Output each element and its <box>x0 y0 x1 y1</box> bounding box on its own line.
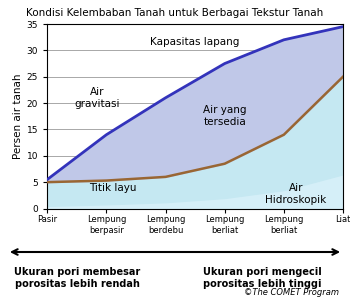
Y-axis label: Persen air tanah: Persen air tanah <box>13 74 22 159</box>
Text: Ukuran pori membesar
porositas lebih rendah: Ukuran pori membesar porositas lebih ren… <box>14 267 140 289</box>
Text: Kapasitas lapang: Kapasitas lapang <box>150 38 240 47</box>
Text: Air
Hidroskopik: Air Hidroskopik <box>265 182 326 205</box>
Text: ©The COMET Program: ©The COMET Program <box>245 288 340 297</box>
Text: Air yang
tersedia: Air yang tersedia <box>203 105 246 128</box>
Text: Ukuran pori mengecil
porositas lebih tinggi: Ukuran pori mengecil porositas lebih tin… <box>203 267 322 289</box>
Text: Titik layu: Titik layu <box>89 184 136 194</box>
Text: Kondisi Kelembaban Tanah untuk Berbagai Tekstur Tanah: Kondisi Kelembaban Tanah untuk Berbagai … <box>26 8 324 17</box>
Text: Air
gravitasi: Air gravitasi <box>75 87 120 109</box>
